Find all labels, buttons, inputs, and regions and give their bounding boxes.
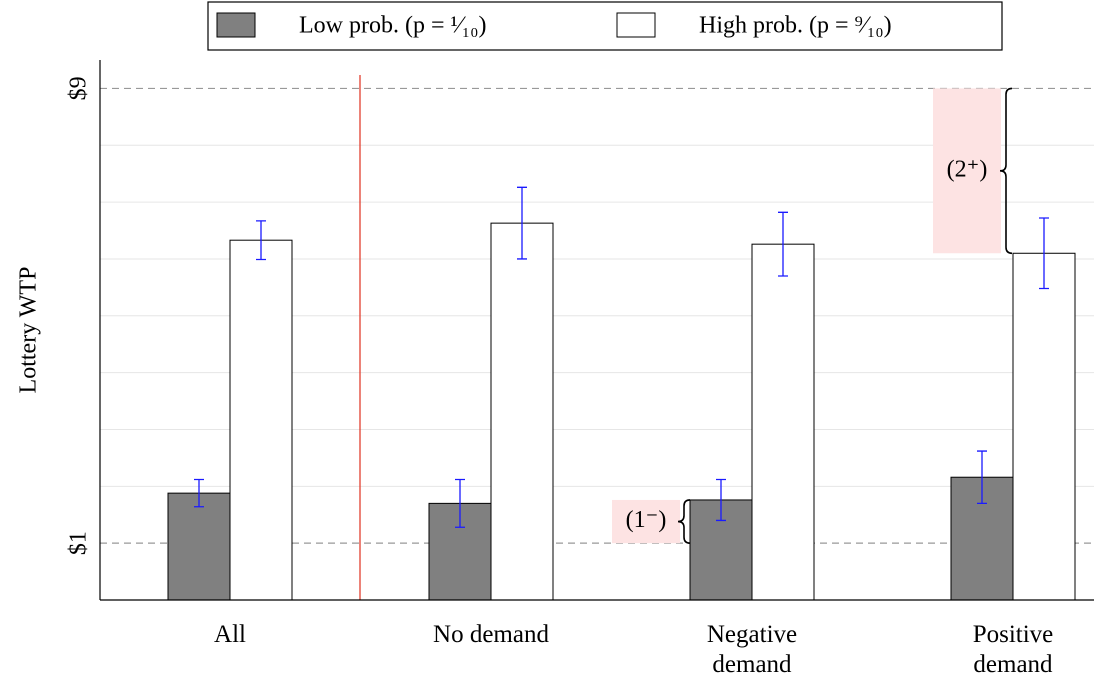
error-bar	[455, 478, 465, 528]
bar	[1012, 252, 1076, 601]
legend-swatch	[216, 12, 256, 38]
error-bar	[977, 450, 987, 505]
bar	[229, 239, 293, 601]
legend-label: High prob. (p = ⁹⁄₁₀)	[699, 13, 892, 39]
annotation-box	[933, 88, 1001, 254]
error-bar	[517, 186, 527, 260]
legend	[207, 1, 1003, 51]
y-tick-label: $9	[66, 76, 92, 100]
error-bar	[778, 211, 788, 277]
error-bar	[194, 478, 204, 508]
bar	[167, 492, 231, 601]
error-bar	[256, 220, 266, 261]
legend-swatch	[616, 12, 656, 38]
y-tick-label: $1	[66, 531, 92, 555]
bar	[751, 243, 815, 601]
bar	[490, 222, 554, 601]
brace	[999, 87, 1013, 255]
brace	[677, 499, 691, 544]
x-tick-label: Positive demand	[972, 621, 1054, 678]
annotation-box	[612, 499, 680, 544]
x-tick-label: No demand	[433, 621, 549, 648]
annotation: (2⁺)	[947, 156, 988, 182]
annotation: (1⁻)	[626, 507, 667, 533]
error-bar	[716, 478, 726, 522]
x-tick-label: All	[214, 621, 246, 648]
error-bar	[1039, 217, 1049, 290]
x-tick-label: Negative demand	[706, 621, 798, 678]
y-axis-label: Lottery WTP	[16, 267, 42, 394]
legend-label: Low prob. (p = ¹⁄₁₀)	[299, 13, 486, 39]
